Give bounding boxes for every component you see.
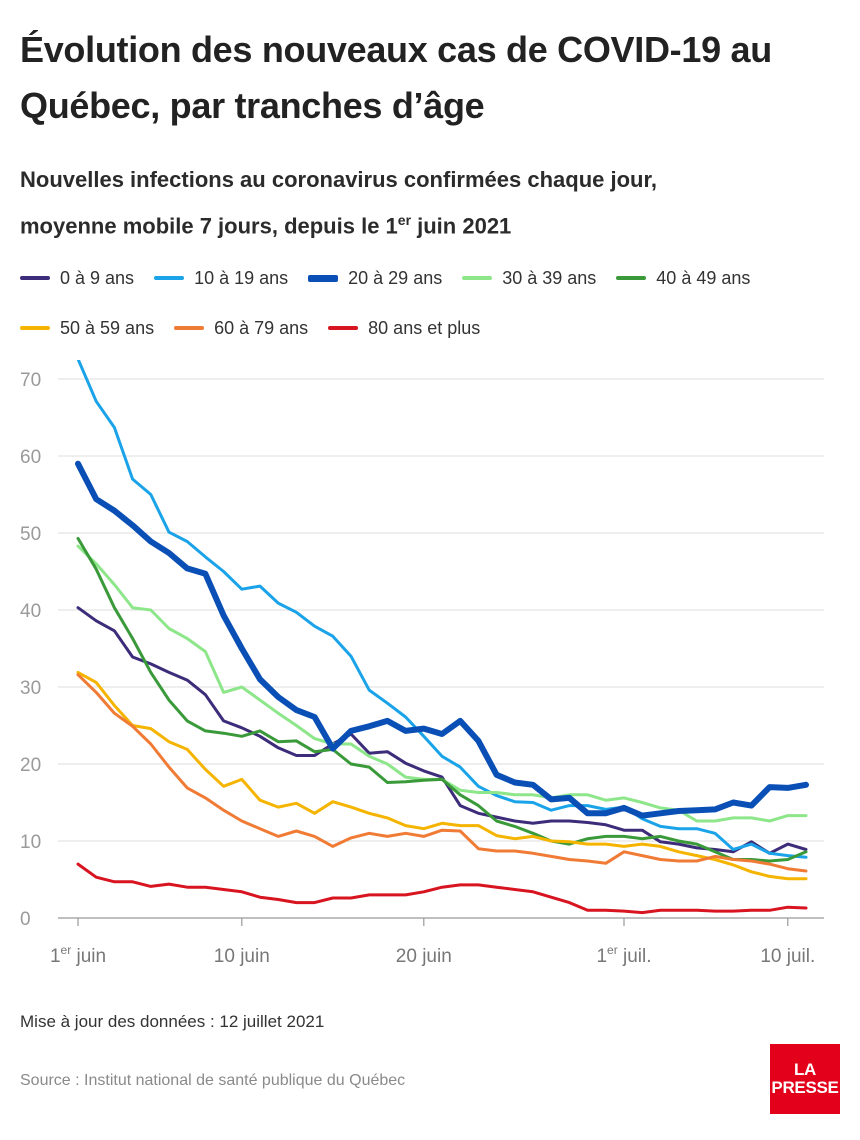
logo-line-1: LA: [793, 1060, 817, 1079]
legend-label: 60 à 79 ans: [214, 317, 309, 338]
x-tick-ordinal: er: [607, 943, 618, 957]
y-tick-label: 0: [20, 909, 31, 930]
legend-label: 40 à 49 ans: [656, 267, 751, 288]
logo-line-2: PRESSE: [771, 1078, 839, 1097]
y-tick-label: 50: [20, 524, 41, 545]
data-update-note: Mise à jour des données : 12 juillet 202…: [20, 1012, 325, 1031]
legend-item: 40 à 49 ans: [616, 262, 750, 294]
x-tick-number: 1: [50, 946, 61, 967]
y-tick-label: 60: [20, 447, 41, 468]
subtitle-ordinal-suffix: er: [397, 212, 412, 228]
legend-swatch: [616, 276, 647, 280]
y-tick-label: 70: [20, 370, 41, 391]
legend-label: 50 à 59 ans: [60, 317, 155, 338]
legend-label: 20 à 29 ans: [348, 267, 443, 288]
chart-title: Évolution des nouveaux cas de COVID-19 a…: [20, 29, 772, 126]
x-tick-label: 1er juil.: [596, 943, 651, 967]
la-presse-logo: LA PRESSE: [770, 1044, 840, 1114]
subtitle-line-1: Nouvelles infections au coronavirus conf…: [20, 167, 657, 192]
legend-item: 10 à 19 ans: [154, 262, 288, 294]
legend-swatch: [154, 276, 185, 280]
y-tick-label: 30: [20, 678, 41, 699]
legend-item: 60 à 79 ans: [174, 312, 308, 344]
legend-swatch: [308, 274, 339, 282]
legend-swatch: [462, 276, 493, 280]
legend-item: 50 à 59 ans: [20, 312, 154, 344]
y-tick-label: 10: [20, 832, 41, 853]
subtitle-line-2-end: juin 2021: [411, 213, 512, 239]
y-tick-label: 40: [20, 601, 41, 622]
x-tick-label: 20 juin: [396, 946, 452, 967]
legend-label: 30 à 39 ans: [502, 267, 597, 288]
series-line-10-19-ans: [76, 360, 808, 859]
legend-label: 80 ans et plus: [368, 317, 481, 338]
x-tick-month: juin: [71, 946, 106, 967]
subtitle-line-2: moyenne mobile 7 jours, depuis le 1er ju…: [20, 200, 840, 246]
series-line-0-9-ans: [76, 606, 808, 855]
x-tick-month: juil.: [618, 946, 652, 967]
legend-swatch: [20, 276, 50, 280]
legend-item: 80 ans et plus: [328, 312, 480, 344]
series-line-60-79-ans: [76, 673, 808, 873]
legend-swatch: [328, 326, 359, 330]
chart-subtitle: Nouvelles infections au coronavirus conf…: [20, 160, 840, 246]
chart-legend: 0 à 9 ans 10 à 19 ans 20 à 29 ans 30 à 39 a…: [20, 262, 850, 344]
subtitle-line-2-start: moyenne mobile 7 jours, depuis le 1: [20, 213, 398, 239]
legend-item: 30 à 39 ans: [462, 262, 596, 294]
x-tick-number: 1: [596, 946, 607, 967]
legend-item: 20 à 29 ans: [308, 262, 442, 294]
y-tick-label: 20: [20, 755, 41, 776]
legend-label: 10 à 19 ans: [194, 267, 289, 288]
legend-item: 0 à 9 ans: [20, 262, 134, 294]
x-tick-label: 10 juil.: [760, 946, 815, 967]
series-line-80-ans-et-plus: [76, 862, 808, 915]
x-tick-label: 1er juin: [50, 943, 106, 967]
legend-label: 0 à 9 ans: [60, 267, 135, 288]
legend-swatch: [20, 326, 50, 330]
legend-swatch: [174, 326, 205, 330]
x-tick-ordinal: er: [61, 943, 72, 957]
series-line-50-59-ans: [76, 670, 808, 881]
source-note: Source : Institut national de santé publ…: [20, 1072, 406, 1089]
series-line-40-49-ans: [76, 536, 808, 863]
series-line-20-29-ans: [75, 460, 809, 819]
x-tick-label: 10 juin: [214, 946, 270, 967]
